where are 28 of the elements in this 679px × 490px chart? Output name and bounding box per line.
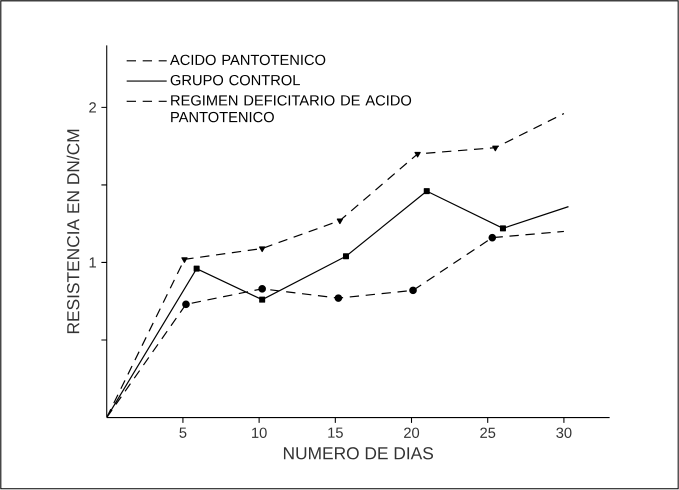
point bbox=[414, 152, 421, 158]
x-axis-title: NUMERO DE DIAS bbox=[284, 447, 433, 460]
point bbox=[182, 300, 190, 308]
point bbox=[336, 218, 344, 224]
legend-label: ACIDO PANTOTENICO bbox=[170, 54, 326, 66]
point bbox=[194, 266, 200, 272]
point bbox=[181, 258, 188, 264]
point bbox=[488, 234, 496, 242]
point bbox=[334, 294, 342, 302]
point bbox=[259, 246, 266, 252]
point bbox=[492, 146, 498, 152]
point bbox=[424, 188, 430, 194]
point bbox=[409, 286, 417, 294]
y-axis-title: RESISTENCIA EN DN/CM bbox=[66, 130, 80, 334]
x-tick-label: 10 bbox=[252, 428, 267, 438]
y-tick-label: 1 bbox=[90, 258, 96, 268]
point bbox=[342, 253, 349, 260]
x-tick-label: 5 bbox=[179, 428, 186, 438]
x-tick-label: 30 bbox=[556, 428, 572, 438]
legend-label: GRUPO CONTROL bbox=[170, 75, 300, 86]
x-tick-label: 15 bbox=[328, 428, 343, 438]
point bbox=[500, 226, 506, 232]
point bbox=[259, 296, 266, 303]
y-tick-label: 2 bbox=[89, 102, 96, 113]
point bbox=[258, 285, 266, 293]
x-tick-label: 25 bbox=[480, 428, 496, 438]
legend-label: REGIMEN DEFICITARIO DE ACIDO PANTOTENICO bbox=[171, 95, 412, 122]
x-tick-label: 20 bbox=[404, 428, 420, 438]
